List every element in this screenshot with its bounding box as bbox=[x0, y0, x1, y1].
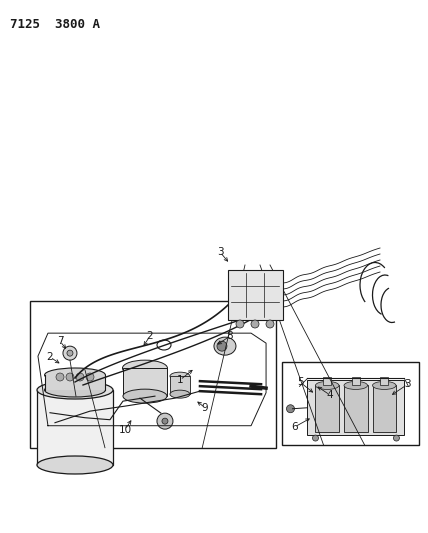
Ellipse shape bbox=[315, 382, 339, 390]
Circle shape bbox=[217, 341, 227, 351]
Ellipse shape bbox=[122, 360, 167, 376]
Bar bbox=[344, 385, 368, 432]
Ellipse shape bbox=[170, 372, 190, 380]
Circle shape bbox=[66, 373, 74, 381]
Text: 7125  3800 A: 7125 3800 A bbox=[10, 18, 100, 31]
Circle shape bbox=[67, 350, 73, 356]
Ellipse shape bbox=[123, 389, 167, 403]
Bar bbox=[323, 377, 331, 385]
Ellipse shape bbox=[344, 382, 368, 390]
Bar bbox=[315, 385, 339, 432]
Circle shape bbox=[162, 418, 168, 424]
Text: 9: 9 bbox=[202, 403, 208, 413]
Circle shape bbox=[266, 320, 274, 328]
Bar bbox=[45, 375, 105, 390]
Ellipse shape bbox=[37, 381, 113, 399]
Text: 5: 5 bbox=[297, 377, 304, 387]
Text: 7: 7 bbox=[56, 336, 63, 346]
Text: 4: 4 bbox=[327, 390, 333, 400]
Text: 1: 1 bbox=[177, 375, 183, 385]
Ellipse shape bbox=[170, 390, 190, 398]
Bar bbox=[123, 368, 167, 396]
Circle shape bbox=[157, 413, 173, 429]
Bar bbox=[282, 362, 419, 445]
Text: 10: 10 bbox=[119, 425, 131, 435]
Ellipse shape bbox=[45, 383, 105, 397]
Ellipse shape bbox=[45, 368, 105, 382]
Ellipse shape bbox=[214, 337, 236, 355]
Text: 2: 2 bbox=[47, 352, 54, 362]
Ellipse shape bbox=[372, 382, 396, 390]
Circle shape bbox=[63, 346, 77, 360]
Bar bbox=[307, 381, 404, 435]
Bar bbox=[170, 376, 190, 394]
Circle shape bbox=[236, 320, 244, 328]
Circle shape bbox=[56, 373, 64, 381]
Text: 6: 6 bbox=[291, 422, 298, 432]
Bar bbox=[380, 377, 388, 385]
Bar bbox=[30, 301, 276, 448]
Circle shape bbox=[76, 373, 84, 381]
Text: 3: 3 bbox=[404, 379, 411, 390]
Circle shape bbox=[286, 405, 294, 413]
Bar bbox=[352, 377, 360, 385]
Circle shape bbox=[251, 320, 259, 328]
Text: 3: 3 bbox=[217, 247, 223, 257]
Bar bbox=[228, 270, 283, 320]
Ellipse shape bbox=[37, 456, 113, 474]
Circle shape bbox=[312, 435, 318, 441]
Bar bbox=[372, 385, 396, 432]
Text: 8: 8 bbox=[227, 331, 233, 341]
Circle shape bbox=[393, 435, 399, 441]
Circle shape bbox=[86, 373, 94, 381]
Text: 2: 2 bbox=[147, 331, 153, 341]
Bar bbox=[37, 390, 113, 465]
